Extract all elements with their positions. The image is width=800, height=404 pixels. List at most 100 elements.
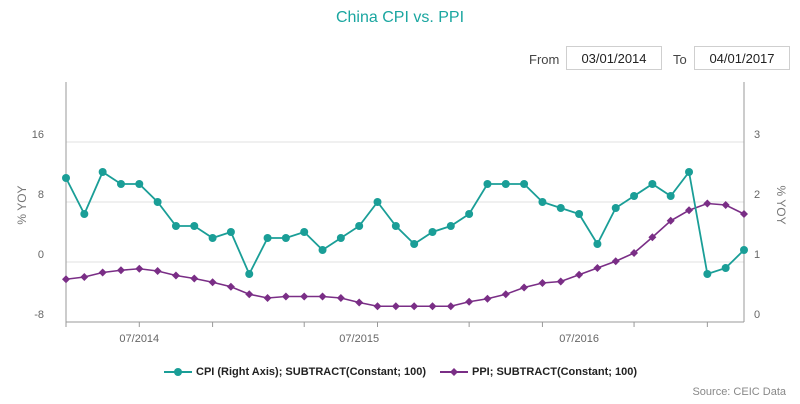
ppi-point [318, 292, 327, 301]
ppi-point [575, 270, 584, 279]
y-right-tick-label: 0 [754, 309, 760, 321]
ppi-point [245, 290, 254, 299]
cpi-point [740, 246, 748, 254]
y-axis-left-title: % YOY [15, 185, 29, 224]
ppi-point [703, 199, 712, 208]
ppi-point [428, 302, 437, 311]
y-right-tick-label: 3 [754, 129, 760, 141]
ppi-point [666, 216, 675, 225]
cpi-point [318, 246, 327, 254]
cpi-point [648, 180, 657, 188]
ppi-point [62, 275, 70, 284]
cpi-point [62, 174, 70, 182]
cpi-point [556, 204, 565, 212]
cpi-point [575, 210, 584, 218]
ppi-point [116, 266, 125, 275]
ppi-point [171, 271, 180, 280]
x-tick-label: 07/2015 [339, 333, 379, 345]
legend-item-ppi[interactable]: PPI; SUBTRACT(Constant; 100) [440, 366, 637, 378]
from-date-input[interactable]: 03/01/2014 [566, 46, 662, 70]
cpi-point [593, 240, 602, 248]
cpi-point [611, 204, 620, 212]
cpi-point [355, 222, 364, 230]
ppi-point [556, 277, 565, 286]
cpi-point [281, 234, 290, 242]
to-label: To [673, 52, 687, 67]
ppi-point [740, 210, 748, 218]
source-note: Source: CEIC Data [692, 386, 786, 398]
ppi-point [593, 264, 602, 272]
from-label: From [529, 52, 560, 67]
legend-item-cpi[interactable]: CPI (Right Axis); SUBTRACT(Constant; 100… [164, 366, 426, 378]
ppi-point [263, 294, 272, 302]
cpi-point [171, 222, 180, 230]
y-right-tick-label: 1 [754, 249, 760, 261]
cpi-point [80, 210, 89, 218]
cpi-point [538, 198, 547, 206]
ppi-point [355, 298, 364, 307]
cpi-line [65, 169, 745, 277]
y-right-tick-label: 2 [754, 189, 760, 201]
cpi-point [446, 222, 455, 230]
cpi-point [685, 168, 694, 176]
cpi-point [263, 234, 272, 242]
ppi-point [80, 273, 89, 281]
ppi-point [630, 249, 639, 257]
cpi-point [135, 180, 144, 188]
ppi-line [65, 202, 745, 308]
x-tick-label: 07/2016 [559, 333, 599, 345]
cpi-point [520, 180, 529, 188]
cpi-point [208, 234, 217, 242]
ppi-point [721, 201, 730, 209]
ppi-point [501, 290, 510, 299]
ppi-point [446, 302, 455, 311]
ppi-point [611, 257, 620, 266]
axes [65, 82, 745, 327]
legend-cpi-label: CPI (Right Axis); SUBTRACT(Constant; 100… [196, 366, 426, 378]
cpi-point [428, 228, 437, 236]
ppi-point [226, 282, 235, 291]
cpi-point [300, 228, 309, 236]
ppi-point [685, 206, 694, 215]
y-left-tick-label: -8 [34, 309, 44, 321]
ppi-point [135, 264, 144, 273]
ppi-point [520, 283, 529, 292]
to-date-input[interactable]: 04/01/2017 [694, 46, 790, 70]
ppi-point [483, 294, 492, 303]
legend-ppi-label: PPI; SUBTRACT(Constant; 100) [472, 366, 638, 378]
cpi-point [465, 210, 474, 218]
cpi-point [336, 234, 345, 242]
y-left-tick-label: 0 [38, 249, 44, 261]
legend-cpi-marker-icon [164, 368, 192, 376]
cpi-series [62, 168, 748, 278]
ppi-point [300, 292, 309, 301]
ppi-point [153, 267, 162, 275]
ppi-point [373, 302, 382, 311]
cpi-point [721, 264, 730, 272]
ppi-point [648, 233, 657, 242]
cpi-point [703, 270, 712, 278]
ppi-point [281, 292, 290, 301]
legend-ppi-marker-icon [440, 368, 468, 376]
cpi-point [98, 168, 107, 176]
cpi-point [226, 228, 235, 236]
cpi-point [245, 270, 254, 278]
cpi-point [410, 240, 419, 248]
tick-labels: -8 0 8 16 0 1 2 3 07/2014 07/2015 07/2016 [32, 129, 760, 345]
grid-lines [66, 141, 744, 323]
y-left-tick-label: 16 [32, 129, 44, 141]
ppi-point [410, 302, 419, 311]
cpi-point [373, 198, 382, 206]
ppi-point [391, 302, 400, 311]
y-axis-right-title: % YOY [774, 185, 788, 224]
cpi-point [190, 222, 199, 230]
ppi-point [98, 268, 107, 277]
cpi-point [666, 192, 675, 200]
cpi-point [501, 180, 510, 188]
ppi-point [336, 294, 345, 302]
chart-title: China CPI vs. PPI [335, 9, 465, 26]
cpi-point [630, 192, 639, 200]
cpi-point [153, 198, 162, 206]
cpi-point [391, 222, 400, 230]
